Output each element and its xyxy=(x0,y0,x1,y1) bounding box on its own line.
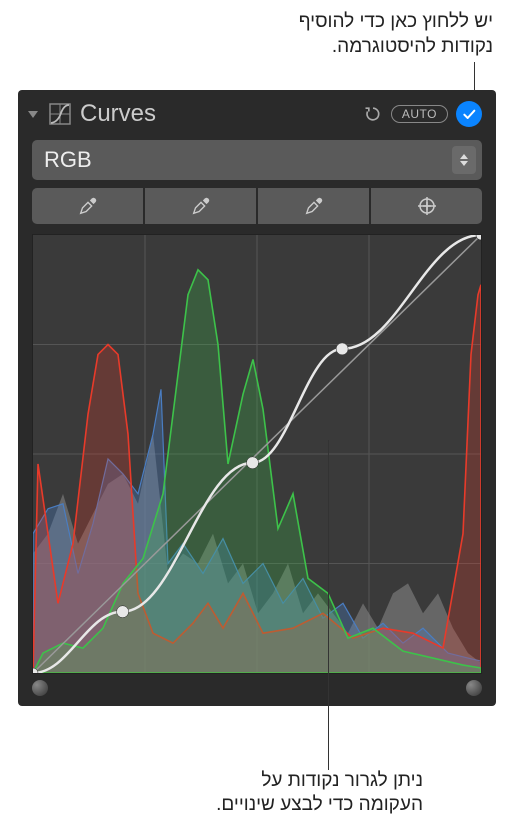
white-point-eyedropper[interactable] xyxy=(258,188,369,224)
black-point-eyedropper[interactable] xyxy=(32,188,143,224)
curves-panel: Curves AUTO RGB xyxy=(18,90,496,706)
auto-button[interactable]: AUTO xyxy=(391,105,448,123)
histogram-curve-area[interactable] xyxy=(32,234,482,674)
callout-leader-line xyxy=(328,440,329,770)
eyedropper-tool-row xyxy=(32,188,482,224)
channel-select[interactable]: RGB xyxy=(32,140,482,180)
panel-header: Curves AUTO xyxy=(18,90,496,136)
reset-icon[interactable] xyxy=(363,104,383,124)
disclosure-triangle-icon[interactable] xyxy=(28,111,38,118)
black-point-slider[interactable] xyxy=(32,680,48,696)
callout-add-points: יש ללחוץ כאן כדי להוסיף נקודות להיסטוגרמ… xyxy=(299,10,493,59)
channel-label: RGB xyxy=(44,147,92,173)
callout-text: נקודות להיסטוגרמה. xyxy=(299,35,493,60)
select-stepper-icon[interactable] xyxy=(452,146,476,174)
callout-text: העקומה כדי לבצע שינויים. xyxy=(216,793,423,818)
curves-icon xyxy=(48,102,72,126)
panel-title: Curves xyxy=(80,100,355,128)
enabled-checkmark[interactable] xyxy=(456,101,482,127)
white-point-slider[interactable] xyxy=(466,680,482,696)
callout-drag-points: ניתן לגרור נקודות על העקומה כדי לבצע שינ… xyxy=(216,769,423,818)
gray-point-eyedropper[interactable] xyxy=(145,188,256,224)
callout-text: ניתן לגרור נקודות על xyxy=(216,769,423,794)
black-white-sliders xyxy=(32,680,482,696)
add-point-button[interactable] xyxy=(371,188,482,224)
callout-text: יש ללחוץ כאן כדי להוסיף xyxy=(299,10,493,35)
histogram-svg xyxy=(33,235,481,673)
